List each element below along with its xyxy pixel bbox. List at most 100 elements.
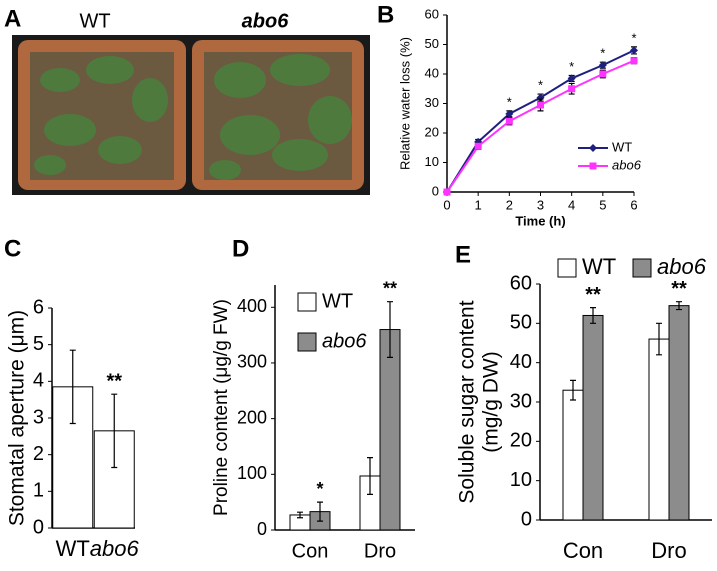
x-tick-label: WT: [56, 536, 90, 561]
error-bar: [387, 301, 393, 358]
marker: [599, 70, 607, 78]
bar: [562, 389, 584, 521]
panel-letter: C: [4, 235, 21, 262]
photo-label: abo6: [242, 10, 290, 32]
x-tick-label: 5: [599, 197, 606, 212]
x-tick-label: 4: [568, 197, 575, 212]
marker: [537, 101, 544, 109]
error-bar: [297, 511, 303, 519]
legend-label: abo6: [322, 330, 367, 352]
y-tick-label: 5: [33, 333, 44, 355]
marker: [598, 61, 607, 70]
y-tick-label: 20: [425, 124, 439, 139]
legend-swatch: [557, 258, 577, 278]
x-tick-label: 1: [475, 197, 482, 212]
marker: [474, 142, 482, 150]
bar: [668, 305, 690, 521]
y-tick-label: 0: [33, 516, 44, 538]
legend-swatch: [297, 292, 317, 312]
x-tick-label: Con: [292, 540, 329, 562]
y-tick-label: 4: [33, 370, 44, 392]
y-axis-label: Relative water loss (%): [397, 37, 412, 170]
legend-swatch: [297, 332, 317, 352]
legend-swatch: [632, 258, 652, 278]
x-tick-label: 2: [506, 197, 513, 212]
significance: **: [383, 278, 397, 298]
y-axis-label: Stomatal aperture (μm): [6, 310, 29, 526]
bar: [648, 338, 670, 521]
error-bar: [317, 501, 323, 522]
y-tick-label: 50: [425, 36, 439, 51]
marker: [568, 85, 576, 93]
y-tick-label: 30: [425, 95, 439, 110]
x-tick-label: 3: [537, 197, 544, 212]
y-tick-label: 1: [33, 480, 44, 502]
x-tick-label: Dro: [364, 540, 396, 562]
significance: *: [631, 30, 636, 45]
x-tick-label: 6: [630, 197, 637, 212]
y-tick-label: 200: [237, 407, 267, 427]
x-tick-label: abo6: [90, 536, 140, 561]
significance: **: [671, 278, 687, 300]
panel-letter: D: [232, 235, 249, 262]
panel-letter: A: [4, 5, 21, 32]
error-bar: [590, 307, 596, 324]
legend-label: WT: [582, 254, 616, 279]
marker: [443, 188, 451, 196]
y-tick-label: 0: [521, 508, 532, 530]
y-tick-label: 2: [33, 443, 44, 465]
y-tick-label: 30: [510, 390, 532, 412]
error-bar: [656, 322, 662, 356]
x-tick-label: 0: [443, 197, 450, 212]
y-tick-label: 40: [510, 351, 532, 373]
y-tick-label: 0: [257, 519, 267, 539]
y-tick-label: 3: [33, 406, 44, 428]
y-tick-label: 50: [510, 312, 532, 334]
significance: *: [569, 59, 574, 74]
y-tick-label: 10: [510, 469, 532, 491]
y-tick-label: 0: [432, 183, 439, 198]
y-tick-label: 20: [510, 430, 532, 452]
panel-letter: E: [455, 241, 471, 268]
y-tick-label: 60: [425, 6, 439, 21]
legend-label: abo6: [612, 157, 642, 172]
photo: [12, 35, 370, 195]
y-tick-label: 6: [33, 296, 44, 318]
error-bar: [570, 379, 576, 401]
error-bar: [69, 349, 76, 425]
panel-letter: B: [377, 1, 394, 28]
error-bar: [111, 393, 118, 469]
marker: [505, 109, 514, 118]
legend-label: abo6: [657, 254, 707, 279]
legend-label: WT: [612, 139, 632, 154]
significance: **: [106, 370, 122, 392]
x-tick-label: Con: [563, 538, 603, 563]
y-tick-label: 10: [425, 154, 439, 169]
significance: *: [316, 479, 323, 499]
y-axis-label: (mg/g DW): [480, 351, 503, 453]
legend-marker: [589, 162, 597, 170]
marker: [505, 117, 513, 125]
marker: [567, 74, 576, 83]
legend-label: WT: [322, 290, 353, 312]
x-tick-label: Dro: [651, 538, 686, 563]
error-bar: [367, 457, 373, 495]
y-tick-label: 400: [237, 296, 267, 316]
y-tick-label: 60: [510, 272, 532, 294]
marker: [630, 46, 638, 55]
significance: *: [538, 77, 543, 92]
photo-label: WT: [79, 10, 110, 32]
y-axis-label: Proline content (μg/g FW): [211, 299, 232, 516]
significance: *: [600, 46, 605, 61]
y-tick-label: 300: [237, 352, 267, 372]
bar: [379, 329, 401, 531]
significance: *: [507, 94, 512, 109]
bar: [582, 314, 604, 521]
error-bar: [676, 301, 682, 311]
y-tick-label: 100: [237, 463, 267, 483]
legend-marker: [589, 144, 597, 152]
marker: [630, 57, 638, 65]
x-axis-label: Time (h): [515, 213, 565, 228]
